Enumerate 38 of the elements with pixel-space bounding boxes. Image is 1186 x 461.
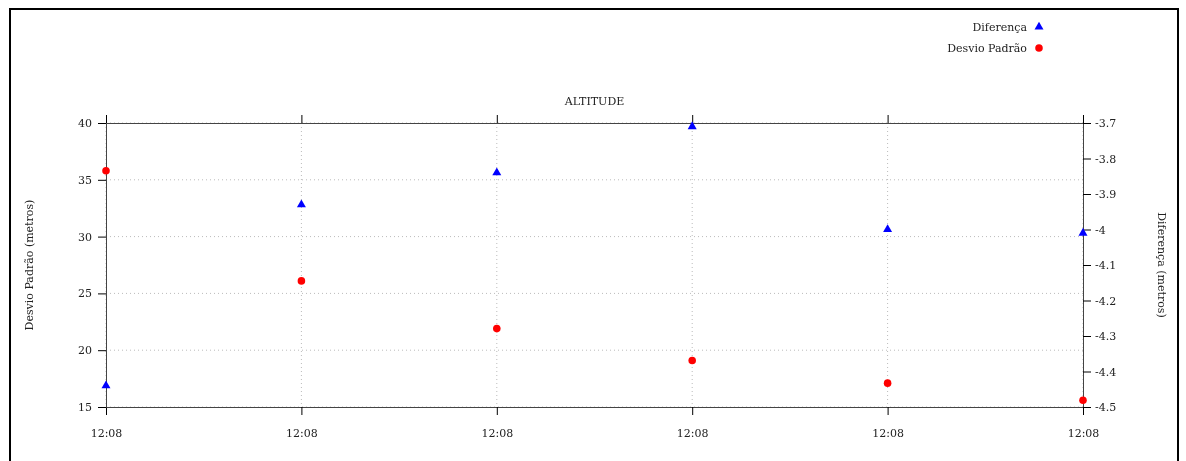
point — [1079, 396, 1087, 404]
point — [1078, 227, 1088, 236]
chart-title: ALTITUDE — [563, 95, 625, 108]
y-tick-label: 25 — [78, 287, 92, 301]
x-tick-label: 12:08 — [481, 426, 514, 440]
y2-tick-label: -4.4 — [1095, 365, 1117, 379]
point — [687, 121, 697, 130]
x-tick-label: 12:08 — [676, 426, 709, 440]
point — [101, 380, 111, 389]
x-tick-label: 12:08 — [872, 426, 904, 440]
x-tick-label: 12:08 — [90, 426, 123, 440]
point — [493, 324, 501, 333]
point — [492, 167, 502, 176]
point — [883, 379, 892, 387]
y-tick-label: 35 — [78, 173, 92, 187]
y-tick-label: 40 — [78, 117, 92, 131]
x-tick-label: 12:08 — [286, 426, 318, 440]
point — [883, 224, 893, 233]
y2-tick-label: -4.3 — [1095, 330, 1117, 344]
point — [297, 277, 306, 285]
x-tick-label: 12:08 — [1067, 426, 1100, 440]
y-tick-label: 30 — [78, 230, 92, 244]
y-axis-title: Desvio Padrão (metros) — [23, 199, 36, 331]
y2-tick-label: -4 — [1095, 223, 1106, 237]
y2-tick-label: -4.2 — [1095, 294, 1117, 308]
y2-tick-label: -3.8 — [1095, 152, 1117, 166]
legend-label: Diferença — [972, 21, 1028, 34]
point — [296, 199, 306, 208]
legend-label: Desvio Padrão — [947, 42, 1028, 55]
point — [688, 356, 696, 365]
y-tick-label: 20 — [78, 344, 92, 358]
point — [102, 166, 110, 175]
y2-tick-label: -4.1 — [1095, 259, 1117, 273]
y-tick-label: 15 — [78, 401, 92, 415]
y2-axis-title: Diferença (metros) — [1155, 212, 1168, 318]
y2-tick-label: -3.7 — [1095, 117, 1117, 131]
y2-tick-label: -4.5 — [1095, 401, 1117, 415]
y2-tick-label: -3.9 — [1095, 188, 1117, 202]
